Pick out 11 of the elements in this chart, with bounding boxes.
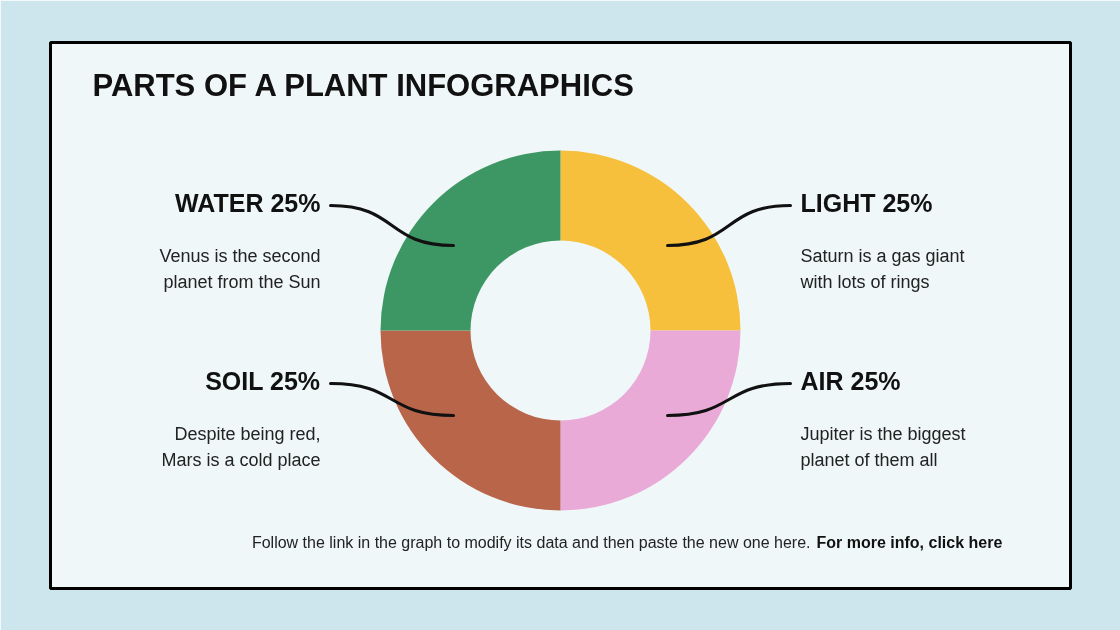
text: Venus is the second planet from the Sun [159,245,321,292]
text: Despite being red, Mars is a cold place [161,423,321,470]
text: Saturn is a gas giant with lots of rings [799,245,965,292]
slice-label: LIGHT 25% [800,188,933,217]
text: For more info, click here [816,534,1003,551]
slice-label: AIR 25% [800,366,901,395]
slice-label: SOIL 25% [205,366,321,395]
slice-label: WATER 25% [175,188,321,217]
text: Follow the link in the graph to modify its data and then paste the new one here. [251,534,811,551]
text: Jupiter is the biggest planet of them all [800,423,966,470]
chart-title: PARTS OF A PLANT INFOGRAPHICS [92,68,634,103]
